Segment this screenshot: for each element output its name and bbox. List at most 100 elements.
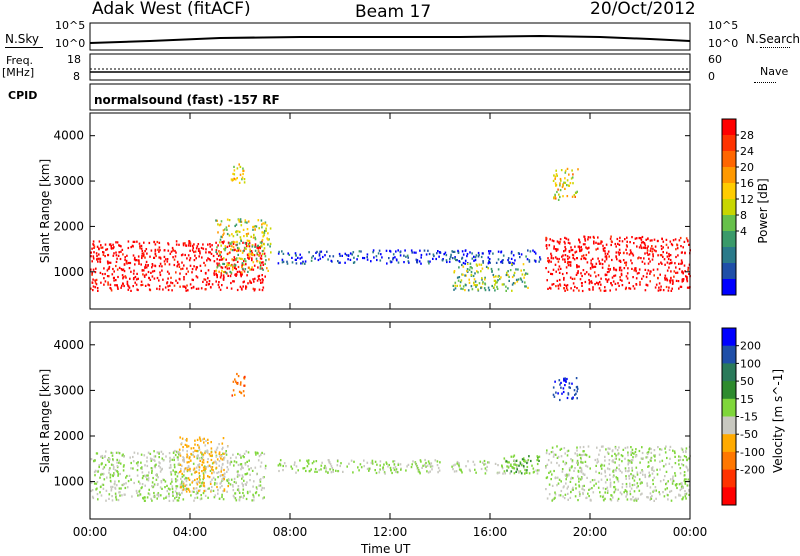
power-cell <box>608 270 610 273</box>
power-cell <box>528 260 531 263</box>
velocity-cell <box>156 497 158 500</box>
power-cell <box>239 249 242 252</box>
power-cell <box>219 241 221 244</box>
power-cell <box>218 250 220 253</box>
velocity-colorbar-segment <box>722 469 736 488</box>
power-cell <box>582 269 585 272</box>
power-cell <box>566 184 568 187</box>
velocity-cell <box>229 463 231 466</box>
power-cell <box>461 250 464 253</box>
power-cell <box>221 266 224 269</box>
power-cell <box>187 270 189 273</box>
velocity-cell <box>327 459 330 462</box>
velocity-cell <box>190 473 193 476</box>
power-cell <box>572 254 575 257</box>
power-cell <box>452 284 455 287</box>
power-cell <box>568 261 571 264</box>
velocity-cell <box>680 487 683 490</box>
power-cell <box>118 244 120 247</box>
velocity-colorbar-tick-label: 100 <box>740 357 761 370</box>
velocity-cell <box>147 474 149 477</box>
velocity-cell <box>124 493 126 496</box>
power-cell <box>678 239 681 242</box>
velocity-cell <box>616 449 619 452</box>
velocity-cell <box>586 476 588 479</box>
velocity-cell <box>515 470 517 473</box>
velocity-cell <box>108 471 110 474</box>
power-cell <box>241 262 244 265</box>
velocity-cell <box>628 469 630 472</box>
velocity-cell <box>146 478 148 481</box>
velocity-cell <box>311 462 314 465</box>
power-cell <box>461 263 463 267</box>
velocity-cell <box>636 473 639 476</box>
power-cell <box>462 273 464 276</box>
power-cell <box>129 261 132 265</box>
power-cell <box>628 253 631 256</box>
power-cell <box>254 238 257 241</box>
velocity-cell <box>186 461 189 464</box>
power-cell <box>466 252 469 256</box>
velocity-cell <box>600 478 603 481</box>
power-cell <box>125 276 127 279</box>
velocity-cell <box>218 443 220 446</box>
power-cell <box>216 266 218 269</box>
power-cell <box>219 288 222 291</box>
velocity-cell <box>659 493 661 496</box>
power-cell <box>158 241 161 244</box>
velocity-cell <box>196 483 199 486</box>
power-cell <box>236 243 238 246</box>
velocity-cell <box>167 487 170 490</box>
power-cell <box>347 254 350 257</box>
velocity-cell <box>148 488 150 491</box>
power-cell <box>515 268 517 271</box>
power-cell <box>562 254 564 257</box>
velocity-cell <box>131 495 133 498</box>
power-cell <box>633 287 636 290</box>
power-cell <box>223 248 225 251</box>
power-cell <box>207 257 209 260</box>
power-cell <box>197 243 200 246</box>
power-cell <box>554 248 557 251</box>
velocity-cell <box>625 495 627 498</box>
velocity-cell <box>188 478 191 481</box>
velocity-cell <box>178 496 180 499</box>
velocity-cell <box>622 448 625 451</box>
velocity-cell <box>514 462 516 465</box>
power-cell <box>588 282 591 285</box>
power-cell <box>671 287 673 290</box>
velocity-cell <box>562 390 565 394</box>
velocity-cell <box>231 484 234 487</box>
power-cell <box>169 252 172 255</box>
power-cell <box>389 250 392 253</box>
velocity-cell <box>185 477 187 480</box>
power-cell <box>95 252 98 255</box>
velocity-cell <box>556 476 559 479</box>
velocity-cell <box>151 469 153 472</box>
power-cell <box>191 271 193 274</box>
power-cell <box>166 270 169 273</box>
power-cell <box>232 242 235 246</box>
power-cell <box>488 252 491 255</box>
power-cell <box>322 255 324 259</box>
power-cell <box>598 260 600 263</box>
velocity-cell <box>684 495 687 498</box>
velocity-cell <box>202 461 205 464</box>
power-cell <box>233 256 236 259</box>
power-cell <box>202 243 204 246</box>
power-cell <box>238 270 241 273</box>
velocity-cell <box>526 460 529 463</box>
power-cell <box>183 285 186 288</box>
power-cell <box>353 261 356 264</box>
power-cell <box>587 236 590 239</box>
power-cell <box>550 257 553 260</box>
velocity-cell <box>174 470 176 473</box>
power-cell <box>615 245 617 248</box>
velocity-cell <box>325 467 327 470</box>
power-cell <box>234 178 237 181</box>
power-cell <box>570 177 573 180</box>
velocity-cell <box>658 453 661 456</box>
velocity-cell <box>526 465 529 469</box>
velocity-cell <box>634 451 637 454</box>
velocity-cell <box>190 447 193 450</box>
